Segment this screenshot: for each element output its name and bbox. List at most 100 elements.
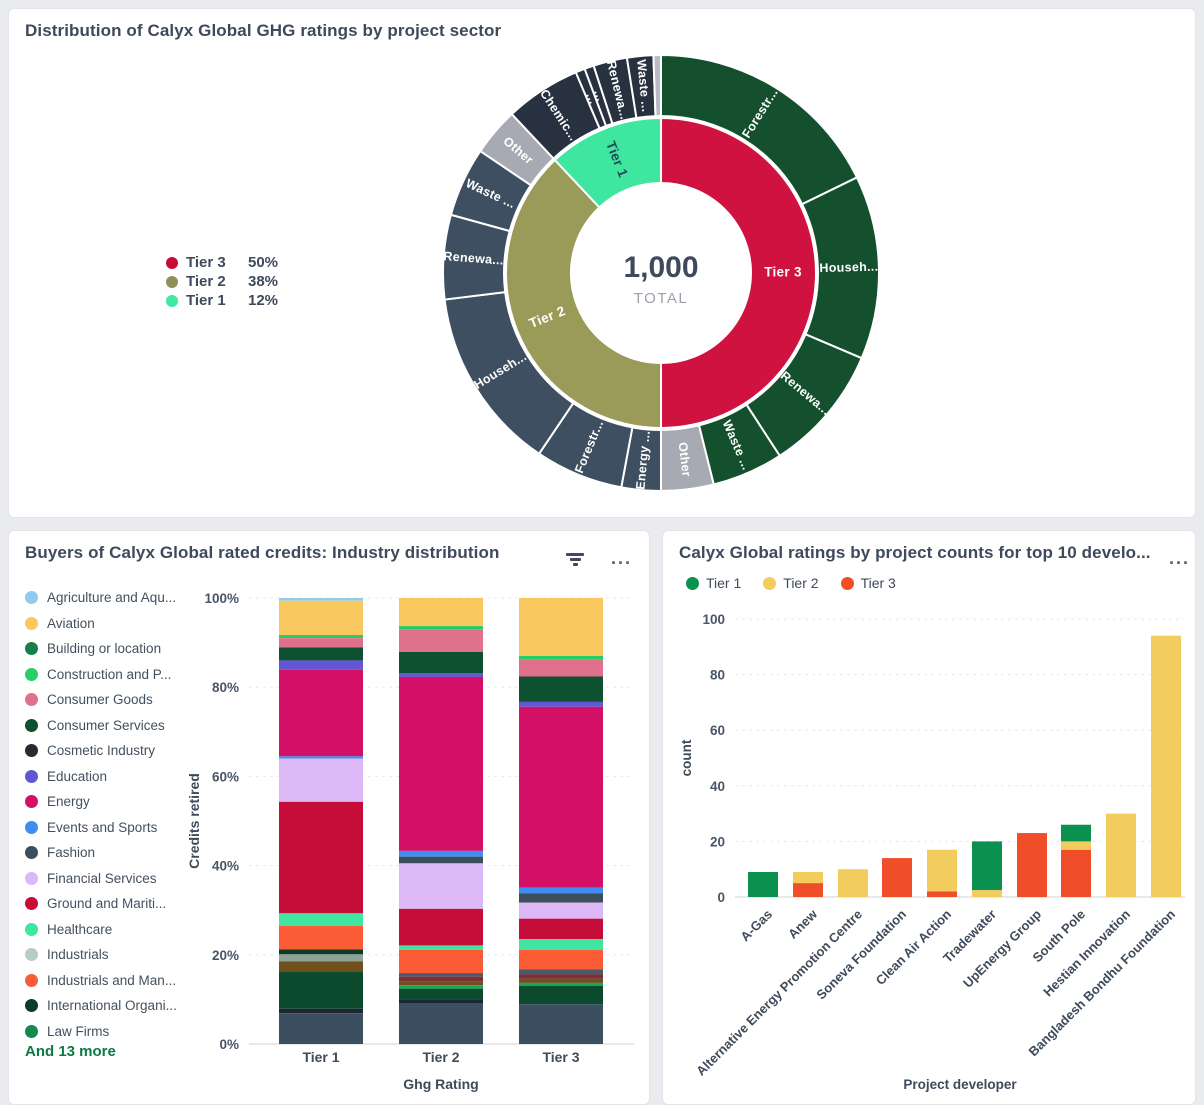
legend-item[interactable]: Healthcare (25, 917, 215, 943)
more-options-icon[interactable]: ... (1169, 548, 1191, 568)
industry-bar-segment[interactable] (519, 939, 603, 950)
industry-bar-segment[interactable] (399, 651, 483, 674)
developer-bar-segment-tier-1[interactable] (1061, 824, 1091, 842)
developer-bar-segment-tier-3[interactable] (882, 858, 912, 897)
industry-bar-segment[interactable] (399, 949, 483, 974)
industry-bar-segment[interactable] (399, 856, 483, 864)
sunburst-inner-segment-tier-1[interactable] (553, 116, 662, 209)
industry-bar-segment[interactable] (399, 973, 483, 977)
industry-bar-segment[interactable] (279, 801, 363, 914)
developer-bar-segment-tier-3[interactable] (927, 891, 957, 897)
industry-bar-segment[interactable] (279, 1013, 363, 1044)
industry-bar-segment[interactable] (519, 949, 603, 970)
legend-item[interactable]: International Organi... (25, 993, 215, 1019)
developer-bar-segment-tier-3[interactable] (1061, 849, 1091, 897)
legend-more-link[interactable]: And 13 more (25, 1043, 116, 1060)
legend-item[interactable]: Aviation (25, 611, 215, 637)
industry-bar-segment[interactable] (279, 647, 363, 661)
industry-bar-segment[interactable] (279, 961, 363, 972)
developer-bar-segment-tier-1[interactable] (748, 871, 778, 897)
industry-bar-segment[interactable] (399, 673, 483, 677)
legend-item[interactable]: Construction and P... (25, 662, 215, 688)
legend-item[interactable]: Agriculture and Aqu... (25, 585, 215, 611)
developer-bar-segment-tier-1[interactable] (972, 841, 1002, 891)
industry-bar-segment[interactable] (279, 925, 363, 950)
industry-bar-segment[interactable] (519, 918, 603, 940)
developer-bar-segment-tier-2[interactable] (1151, 635, 1181, 897)
legend-item[interactable]: Building or location (25, 636, 215, 662)
developer-bar-segment-tier-3[interactable] (1017, 833, 1047, 897)
legend-item[interactable]: Law Firms (25, 1019, 215, 1045)
developer-bar-segment-tier-2[interactable] (972, 890, 1002, 897)
developer-bar-segment-tier-2[interactable] (838, 869, 868, 897)
industry-bar-segment[interactable] (399, 626, 483, 630)
developer-bar-segment-tier-2[interactable] (927, 849, 957, 892)
industry-bar-segment[interactable] (399, 976, 483, 982)
legend-item[interactable]: Cosmetic Industry (25, 738, 215, 764)
industry-bar-segment[interactable] (519, 969, 603, 975)
legend-item[interactable]: Financial Services (25, 866, 215, 892)
legend-item[interactable]: Ground and Mariti... (25, 891, 215, 917)
industry-bar-segment[interactable] (519, 986, 603, 1005)
legend-item[interactable]: Tier 3 (840, 575, 896, 591)
industry-bar-segment[interactable] (399, 598, 483, 627)
industry-bar-segment[interactable] (279, 949, 363, 955)
legend-item[interactable]: Consumer Services (25, 713, 215, 739)
industry-bar-segment[interactable] (519, 974, 603, 979)
developer-bar-segment-tier-2[interactable] (1106, 813, 1136, 897)
developer-bar-segment-tier-3[interactable] (793, 883, 823, 897)
industry-bar-segment[interactable] (519, 706, 603, 888)
industry-bar-segment[interactable] (519, 659, 603, 677)
industry-bar-segment[interactable] (399, 988, 483, 1000)
industry-bar-segment[interactable] (399, 981, 483, 986)
industry-bar-segment[interactable] (279, 660, 363, 670)
sunburst-outer-segment[interactable] (652, 53, 662, 118)
legend-item[interactable]: Industrials (25, 942, 215, 968)
industry-bar-segment[interactable] (519, 887, 603, 894)
industry-bar-segment[interactable] (399, 629, 483, 652)
industry-bar-segment[interactable] (519, 902, 603, 919)
industry-bar-segment[interactable] (279, 758, 363, 802)
industry-bar-segment[interactable] (279, 598, 363, 601)
industry-bar-segment[interactable] (279, 1008, 363, 1014)
legend-item[interactable]: Education (25, 764, 215, 790)
industry-bar-segment[interactable] (279, 756, 363, 759)
industry-bar-segment[interactable] (519, 701, 603, 707)
industry-bar-segment[interactable] (279, 638, 363, 648)
industry-bar-segment[interactable] (399, 908, 483, 946)
developer-bar-segment-tier-2[interactable] (1061, 841, 1091, 850)
industry-bar-segment[interactable] (399, 945, 483, 950)
filter-icon[interactable] (565, 553, 585, 569)
industry-bar-segment[interactable] (399, 985, 483, 989)
legend-item[interactable]: Consumer Goods (25, 687, 215, 713)
industry-bar-segment[interactable] (279, 971, 363, 1009)
legend-item[interactable]: Tier 1 12% (166, 291, 278, 310)
industry-bar-segment[interactable] (279, 954, 363, 962)
legend-item[interactable]: Tier 1 (686, 575, 741, 591)
industry-bar-segment[interactable] (519, 1004, 603, 1044)
industry-bar-segment[interactable] (519, 676, 603, 702)
industry-bar-segment[interactable] (519, 978, 603, 983)
sunburst-inner-segment-tier-3[interactable] (660, 116, 817, 430)
more-options-icon[interactable]: ... (611, 548, 633, 568)
industry-bar-segment[interactable] (279, 635, 363, 639)
legend-item[interactable]: Tier 2 (763, 575, 819, 591)
legend-item[interactable]: Tier 2 38% (166, 272, 278, 291)
sunburst-inner-segment-tier-2[interactable] (505, 158, 662, 430)
legend-item[interactable]: Tier 3 50% (166, 253, 278, 272)
developer-bar-segment-tier-2[interactable] (793, 871, 823, 884)
industry-bar-segment[interactable] (519, 982, 603, 987)
legend-item[interactable]: Industrials and Man... (25, 968, 215, 994)
legend-item[interactable]: Fashion (25, 840, 215, 866)
industry-bar-segment[interactable] (519, 655, 603, 660)
industry-bar-segment[interactable] (399, 999, 483, 1004)
industry-bar-segment[interactable] (279, 600, 363, 636)
industry-bar-segment[interactable] (279, 669, 363, 757)
industry-bar-segment[interactable] (279, 913, 363, 926)
industry-bar-segment[interactable] (399, 863, 483, 909)
industry-bar-segment[interactable] (399, 676, 483, 851)
industry-bar-segment[interactable] (519, 598, 603, 656)
industry-bar-segment[interactable] (399, 850, 483, 857)
industry-bar-segment[interactable] (399, 1003, 483, 1044)
industry-bar-segment[interactable] (519, 893, 603, 903)
